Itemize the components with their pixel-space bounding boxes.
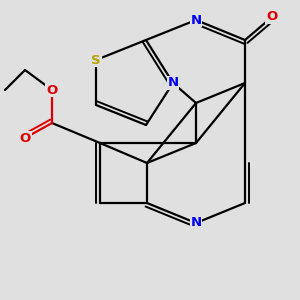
Text: O: O (20, 131, 31, 145)
Text: N: N (190, 217, 202, 230)
Text: O: O (46, 83, 58, 97)
Text: S: S (91, 53, 101, 67)
Text: N: N (167, 76, 178, 89)
Text: N: N (190, 14, 202, 26)
Text: O: O (266, 11, 278, 23)
